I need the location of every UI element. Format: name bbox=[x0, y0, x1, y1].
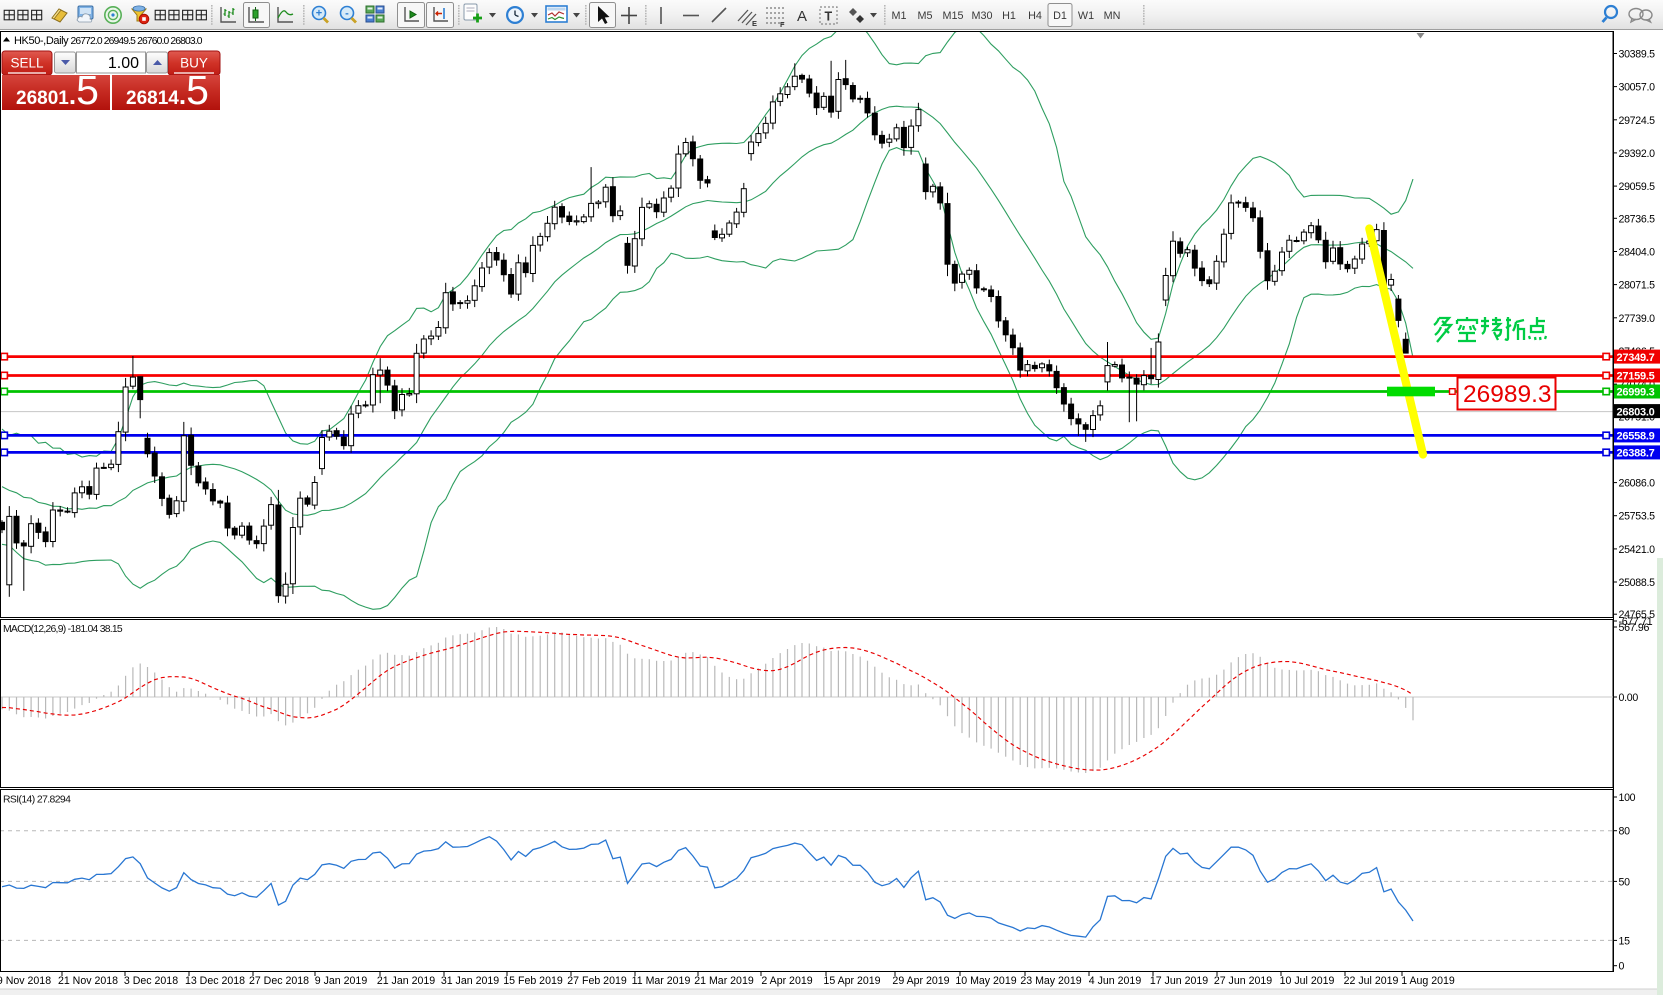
svg-text:T: T bbox=[825, 10, 833, 24]
svg-text:29 Apr 2019: 29 Apr 2019 bbox=[892, 975, 949, 987]
svg-text:26989.3: 26989.3 bbox=[1463, 381, 1552, 408]
svg-text:26999.3: 26999.3 bbox=[1617, 387, 1655, 399]
svg-text:21 Jan 2019: 21 Jan 2019 bbox=[377, 975, 435, 987]
svg-text:26814.5: 26814.5 bbox=[126, 67, 209, 113]
svg-text:+: + bbox=[316, 7, 322, 19]
svg-text:10 May 2019: 10 May 2019 bbox=[955, 975, 1016, 987]
svg-text:27 Dec 2018: 27 Dec 2018 bbox=[249, 975, 309, 987]
svg-text:10 Jul 2019: 10 Jul 2019 bbox=[1280, 975, 1335, 987]
svg-text:15 Feb 2019: 15 Feb 2019 bbox=[503, 975, 563, 987]
svg-text:80: 80 bbox=[1619, 826, 1631, 838]
svg-text:21 Mar 2019: 21 Mar 2019 bbox=[694, 975, 754, 987]
svg-text:29059.5: 29059.5 bbox=[1619, 181, 1656, 193]
svg-text:26388.7: 26388.7 bbox=[1617, 448, 1655, 460]
svg-text:H1: H1 bbox=[1002, 10, 1016, 22]
svg-text:30389.5: 30389.5 bbox=[1619, 49, 1656, 61]
svg-text:M5: M5 bbox=[918, 10, 933, 22]
svg-text:21 Nov 2018: 21 Nov 2018 bbox=[58, 975, 118, 987]
svg-text:RSI(14) 27.8294: RSI(14) 27.8294 bbox=[3, 795, 71, 806]
svg-text:11 Mar 2019: 11 Mar 2019 bbox=[632, 975, 691, 987]
svg-text:F: F bbox=[780, 20, 785, 29]
svg-text:27 Jun 2019: 27 Jun 2019 bbox=[1214, 975, 1272, 987]
svg-text:28404.0: 28404.0 bbox=[1619, 247, 1656, 259]
svg-text:27349.7: 27349.7 bbox=[1617, 352, 1655, 364]
svg-text:BUY: BUY bbox=[180, 56, 208, 71]
svg-text:26803.0: 26803.0 bbox=[1617, 406, 1655, 418]
svg-text:28071.5: 28071.5 bbox=[1619, 280, 1656, 292]
svg-text:SELL: SELL bbox=[10, 56, 44, 71]
svg-text:9 Nov 2018: 9 Nov 2018 bbox=[0, 975, 51, 987]
svg-text:2 Apr 2019: 2 Apr 2019 bbox=[761, 975, 812, 987]
svg-text:15 Apr 2019: 15 Apr 2019 bbox=[823, 975, 880, 987]
svg-text:4 Jun 2019: 4 Jun 2019 bbox=[1089, 975, 1142, 987]
svg-text:HK50-,Daily: HK50-,Daily bbox=[14, 35, 69, 47]
svg-text:25421.0: 25421.0 bbox=[1619, 544, 1656, 556]
svg-text:26558.9: 26558.9 bbox=[1617, 431, 1655, 443]
svg-text:27 Feb 2019: 27 Feb 2019 bbox=[567, 975, 627, 987]
svg-text:A: A bbox=[797, 8, 807, 25]
svg-text:25753.5: 25753.5 bbox=[1619, 511, 1656, 523]
svg-text:29724.5: 29724.5 bbox=[1619, 115, 1656, 127]
svg-text:3 Dec 2018: 3 Dec 2018 bbox=[124, 975, 178, 987]
svg-text:H4: H4 bbox=[1028, 10, 1042, 22]
svg-text:26086.0: 26086.0 bbox=[1619, 478, 1656, 490]
svg-text:25088.5: 25088.5 bbox=[1619, 577, 1656, 589]
svg-text:27739.0: 27739.0 bbox=[1619, 313, 1656, 325]
svg-text:M15: M15 bbox=[942, 10, 963, 22]
svg-text:0: 0 bbox=[1619, 961, 1625, 973]
svg-text:31 Jan 2019: 31 Jan 2019 bbox=[441, 975, 499, 987]
svg-text:9 Jan 2019: 9 Jan 2019 bbox=[315, 975, 368, 987]
svg-text:0.00: 0.00 bbox=[1619, 692, 1639, 704]
svg-text:MN: MN bbox=[1104, 10, 1121, 22]
svg-text:1.00: 1.00 bbox=[108, 55, 139, 72]
svg-text:M30: M30 bbox=[971, 10, 992, 22]
svg-text:17 Jun 2019: 17 Jun 2019 bbox=[1150, 975, 1208, 987]
svg-text:15: 15 bbox=[1619, 935, 1631, 947]
svg-text:MACD(12,26,9) -181.04 38.15: MACD(12,26,9) -181.04 38.15 bbox=[3, 624, 123, 635]
svg-text:28736.5: 28736.5 bbox=[1619, 213, 1656, 225]
svg-text:100: 100 bbox=[1619, 792, 1636, 804]
svg-text:M1: M1 bbox=[892, 10, 907, 22]
svg-text:567.96: 567.96 bbox=[1619, 622, 1650, 634]
svg-text:E: E bbox=[752, 19, 757, 28]
svg-text:-677.71: -677.71 bbox=[1619, 616, 1653, 628]
svg-text:26772.0 26949.5 26760.0 26803.: 26772.0 26949.5 26760.0 26803.0 bbox=[71, 36, 203, 47]
svg-text:24765.5: 24765.5 bbox=[1619, 609, 1656, 621]
svg-text:-: - bbox=[345, 7, 349, 19]
svg-text:D1: D1 bbox=[1053, 10, 1067, 22]
svg-text:1 Aug 2019: 1 Aug 2019 bbox=[1401, 975, 1455, 987]
svg-text:13 Dec 2018: 13 Dec 2018 bbox=[185, 975, 245, 987]
svg-text:22 Jul 2019: 22 Jul 2019 bbox=[1344, 975, 1399, 987]
svg-text:23 May 2019: 23 May 2019 bbox=[1020, 975, 1081, 987]
svg-text:W1: W1 bbox=[1078, 10, 1094, 22]
svg-text:27159.5: 27159.5 bbox=[1617, 371, 1655, 383]
svg-text:30057.0: 30057.0 bbox=[1619, 82, 1656, 94]
svg-text:29392.0: 29392.0 bbox=[1619, 148, 1656, 160]
svg-text:50: 50 bbox=[1619, 876, 1631, 888]
